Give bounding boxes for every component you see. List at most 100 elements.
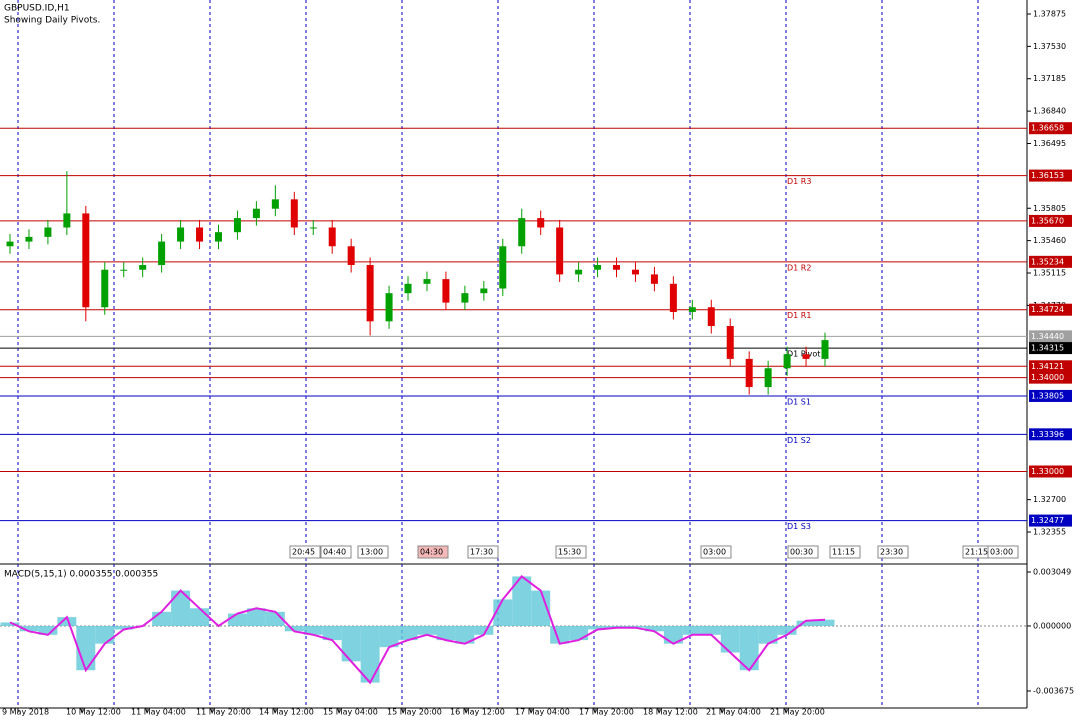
candle-body bbox=[802, 354, 810, 359]
candle-body bbox=[783, 354, 791, 369]
level-name: D1 R2 bbox=[787, 263, 811, 272]
candle-body bbox=[139, 265, 147, 270]
candle-body bbox=[214, 232, 222, 242]
object-label-box bbox=[555, 545, 587, 559]
macd-signal-line bbox=[9, 575, 826, 685]
macd-bar bbox=[777, 625, 797, 635]
macd-bar bbox=[0, 622, 20, 626]
level-name: D1 R3 bbox=[787, 177, 811, 186]
x-tick-label: 11 May 20:00 bbox=[196, 708, 251, 717]
candle-body bbox=[499, 246, 507, 289]
macd-bar bbox=[493, 599, 513, 626]
macd-bar bbox=[512, 576, 532, 626]
macd-bar bbox=[19, 625, 39, 632]
object-label-box bbox=[320, 545, 352, 559]
macd-bar bbox=[246, 608, 266, 626]
level-price-label: 1.33000 bbox=[1031, 467, 1064, 476]
candle-body bbox=[385, 293, 393, 322]
candle-body bbox=[480, 288, 488, 294]
candle-body bbox=[707, 307, 715, 327]
object-label-box bbox=[357, 545, 389, 559]
macd-bar bbox=[398, 625, 418, 641]
candle-body bbox=[233, 218, 241, 233]
level-price-box bbox=[1029, 514, 1072, 527]
level-price-label: 1.34121 bbox=[1031, 362, 1064, 371]
candle-body bbox=[25, 236, 33, 242]
macd-bar bbox=[284, 625, 304, 632]
level-price-box bbox=[1029, 389, 1072, 402]
x-tick-label: 21 May 04:00 bbox=[706, 708, 761, 717]
period-separators bbox=[17, 0, 979, 708]
level-price-box bbox=[1029, 330, 1072, 343]
object-label: 03:00 bbox=[990, 548, 1013, 557]
level-name: D1 S2 bbox=[787, 436, 811, 445]
candle-body bbox=[6, 241, 14, 247]
macd-bar bbox=[341, 625, 361, 662]
candle-body bbox=[556, 227, 564, 275]
x-tick-label: 18 May 12:00 bbox=[643, 708, 698, 717]
level-price-box bbox=[1029, 214, 1072, 227]
object-label: 04:30 bbox=[420, 548, 443, 557]
candle-body bbox=[177, 227, 185, 242]
level-price-label: 1.36153 bbox=[1031, 171, 1064, 180]
x-tick-label: 11 May 04:00 bbox=[131, 708, 186, 717]
y-tick-label: 0.000000 bbox=[1033, 621, 1071, 630]
level-price-label: 1.33396 bbox=[1031, 430, 1064, 439]
object-label: 13:00 bbox=[360, 548, 383, 557]
candle-body bbox=[309, 227, 317, 229]
level-price-box bbox=[1029, 465, 1072, 478]
object-label: 17:30 bbox=[470, 548, 493, 557]
x-tick-label: 10 May 12:00 bbox=[66, 708, 121, 717]
macd-bar bbox=[682, 625, 702, 635]
level-price-box bbox=[1029, 303, 1072, 316]
macd-bar bbox=[303, 625, 323, 635]
macd-bar bbox=[531, 590, 551, 626]
x-tick-label: 15 May 20:00 bbox=[387, 708, 442, 717]
object-label-box bbox=[877, 545, 909, 559]
macd-bar bbox=[171, 590, 191, 626]
candle-body bbox=[726, 326, 734, 359]
macd-bar bbox=[95, 625, 115, 644]
level-price-box bbox=[1029, 342, 1072, 355]
level-price-label: 1.34315 bbox=[1031, 344, 1064, 353]
candle-body bbox=[347, 246, 355, 266]
y-tick-label: 1.37530 bbox=[1033, 42, 1066, 51]
macd-bar bbox=[796, 620, 816, 626]
macd-bar bbox=[663, 625, 683, 644]
y-tick-label: 1.32700 bbox=[1033, 495, 1066, 504]
y-tick-label: 1.37185 bbox=[1033, 74, 1066, 83]
object-label-box bbox=[417, 545, 449, 559]
object-label-box bbox=[700, 545, 732, 559]
macd-bar bbox=[227, 613, 247, 626]
macd-bar bbox=[588, 625, 608, 630]
macd-label: MACD(5,15,1) 0.000355 0.000355 bbox=[4, 570, 158, 580]
symbol-title: GBPUSD.ID,H1 bbox=[4, 4, 70, 14]
macd-bar bbox=[190, 608, 210, 626]
candle-body bbox=[764, 368, 772, 388]
macd-bar bbox=[152, 611, 172, 626]
level-price-label: 1.34000 bbox=[1031, 373, 1064, 382]
y-tick-label: 1.35460 bbox=[1033, 236, 1066, 245]
candle-body bbox=[442, 279, 450, 303]
candle-body bbox=[537, 218, 545, 228]
candle-body bbox=[518, 218, 526, 247]
candle-body bbox=[613, 265, 621, 270]
candle-body bbox=[158, 241, 166, 266]
candle-body bbox=[461, 293, 469, 303]
x-tick-label: 17 May 04:00 bbox=[515, 708, 570, 717]
macd-bar bbox=[455, 625, 475, 644]
macd-bar bbox=[815, 619, 835, 626]
y-tick-label: 1.36495 bbox=[1033, 139, 1066, 148]
macd-bar bbox=[569, 625, 589, 641]
candle-body bbox=[575, 269, 583, 275]
macd-bar bbox=[739, 625, 759, 671]
object-label: 21:15 bbox=[965, 548, 988, 557]
candle-body bbox=[44, 227, 52, 237]
macd-bar bbox=[436, 625, 456, 641]
macd-bar bbox=[76, 625, 96, 671]
candle-body bbox=[252, 208, 260, 219]
candle-body bbox=[290, 199, 298, 228]
macd-bar bbox=[379, 625, 399, 648]
candle-body bbox=[669, 283, 677, 312]
